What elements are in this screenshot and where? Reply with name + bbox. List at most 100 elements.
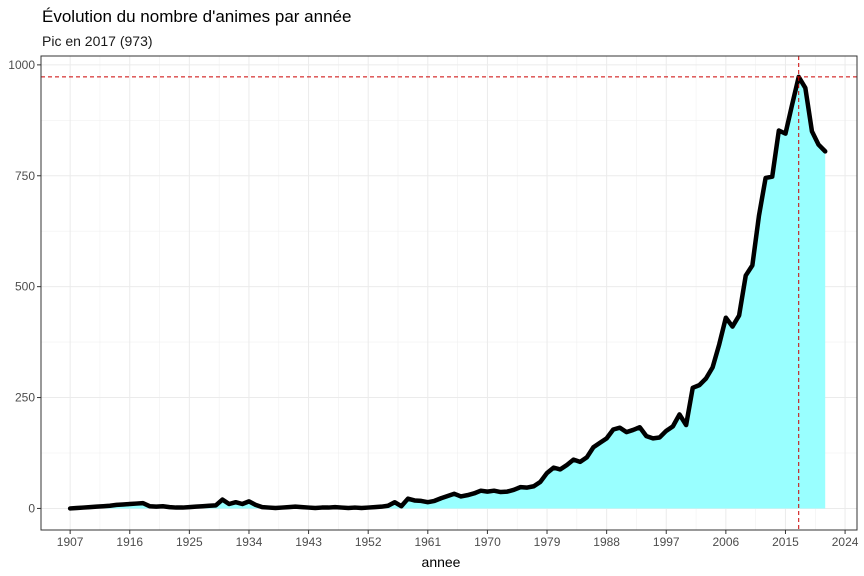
- data-point: [618, 426, 622, 430]
- x-tick-label: 2006: [713, 535, 740, 549]
- data-point: [340, 506, 344, 510]
- data-point: [227, 502, 231, 506]
- data-point: [757, 214, 761, 218]
- data-point: [512, 488, 516, 492]
- data-point: [346, 506, 350, 510]
- x-axis: 1907 1916 1925 1934 1943 1952 1961 1970 1979 1988…: [57, 530, 859, 549]
- data-point: [823, 149, 827, 153]
- data-point: [697, 383, 701, 387]
- data-point: [174, 506, 178, 510]
- data-point: [247, 499, 251, 503]
- series-line: [67, 74, 828, 511]
- data-point: [605, 436, 609, 440]
- data-point: [413, 498, 417, 502]
- data-point: [115, 503, 119, 507]
- data-point: [591, 445, 595, 449]
- data-point: [598, 441, 602, 445]
- x-tick-label: 1988: [593, 535, 620, 549]
- y-tick-label: 500: [15, 280, 35, 294]
- data-point: [287, 505, 291, 509]
- x-tick-label: 1979: [534, 535, 561, 549]
- data-point: [684, 423, 688, 427]
- data-point: [134, 502, 138, 506]
- data-point: [181, 506, 185, 510]
- data-point: [466, 493, 470, 497]
- data-point: [267, 506, 271, 510]
- data-point: [220, 498, 224, 502]
- data-point: [611, 427, 615, 431]
- data-point: [260, 505, 264, 509]
- data-point: [187, 505, 191, 509]
- data-point: [101, 504, 105, 508]
- data-point: [121, 502, 125, 506]
- data-point: [658, 435, 662, 439]
- x-tick-label: 1961: [414, 535, 441, 549]
- data-point: [88, 505, 92, 509]
- data-point: [638, 425, 642, 429]
- plot-panel-border: [40, 55, 858, 531]
- x-tick-label: 2015: [772, 535, 799, 549]
- y-tick-label: 1000: [8, 58, 35, 72]
- data-point: [333, 505, 337, 509]
- data-point: [432, 499, 436, 503]
- data-point: [730, 325, 734, 329]
- y-axis: 0 250 500 750 1000: [8, 58, 41, 515]
- data-point: [479, 489, 483, 493]
- data-point: [631, 428, 635, 432]
- data-point: [677, 412, 681, 416]
- data-point: [790, 103, 794, 107]
- data-point: [360, 506, 364, 510]
- data-point: [783, 132, 787, 136]
- data-point: [644, 434, 648, 438]
- data-point: [201, 504, 205, 508]
- data-point: [810, 129, 814, 133]
- data-point: [764, 176, 768, 180]
- data-point: [711, 365, 715, 369]
- data-point: [254, 503, 258, 507]
- data-point: [651, 436, 655, 440]
- data-point: [293, 505, 297, 509]
- data-point: [399, 504, 403, 508]
- data-point: [803, 86, 807, 90]
- data-point: [777, 129, 781, 133]
- data-point: [161, 504, 165, 508]
- data-point: [519, 485, 523, 489]
- data-point: [724, 316, 728, 320]
- data-point: [565, 463, 569, 467]
- x-tick-label: 2024: [832, 535, 859, 549]
- x-tick-label: 1952: [355, 535, 382, 549]
- data-point: [744, 274, 748, 278]
- data-point: [141, 501, 145, 505]
- data-point: [817, 143, 821, 147]
- data-point: [194, 505, 198, 509]
- data-point: [167, 505, 171, 509]
- data-point: [240, 502, 244, 506]
- data-point: [313, 506, 317, 510]
- data-point: [326, 506, 330, 510]
- data-point: [558, 467, 562, 471]
- data-point: [320, 506, 324, 510]
- y-tick-label: 250: [15, 391, 35, 405]
- data-point: [81, 506, 85, 510]
- data-point: [704, 376, 708, 380]
- data-point: [75, 506, 79, 510]
- data-point: [750, 263, 754, 267]
- data-point: [505, 490, 509, 494]
- data-point: [525, 486, 529, 490]
- data-point: [578, 460, 582, 464]
- data-point: [532, 484, 536, 488]
- data-point: [207, 504, 211, 508]
- data-point: [386, 504, 390, 508]
- data-point: [625, 430, 629, 434]
- data-point: [68, 506, 72, 510]
- data-point: [419, 499, 423, 503]
- data-point: [572, 458, 576, 462]
- data-point: [585, 455, 589, 459]
- chart-subtitle: Pic en 2017 (973): [42, 33, 153, 49]
- x-tick-label: 1916: [116, 535, 143, 549]
- data-point: [148, 504, 152, 508]
- data-point: [439, 496, 443, 500]
- data-point: [664, 429, 668, 433]
- data-point: [691, 386, 695, 390]
